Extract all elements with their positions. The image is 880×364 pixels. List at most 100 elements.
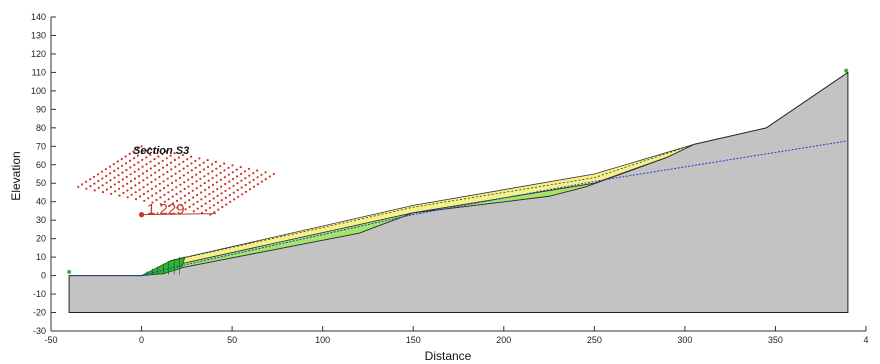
grid-point [173, 152, 176, 155]
grid-point [145, 156, 148, 159]
grid-point [128, 152, 131, 155]
grid-point [93, 189, 96, 192]
water-table-line [69, 140, 848, 277]
y-tick-label: 50 [36, 178, 46, 188]
grid-point [192, 203, 195, 206]
grid-point [232, 191, 235, 194]
grid-point [157, 162, 160, 165]
grid-point [179, 190, 182, 193]
grid-point [208, 193, 211, 196]
grid-point [140, 152, 143, 155]
grid-point [121, 164, 124, 167]
grid-point [252, 172, 255, 175]
grid-point [183, 194, 186, 197]
grid-point [204, 202, 207, 205]
grid-point [132, 150, 135, 153]
grid-point [140, 145, 143, 148]
grid-point [260, 180, 263, 183]
grid-point [178, 170, 181, 173]
grid-point [170, 175, 173, 178]
grid-point [145, 169, 148, 173]
x-axis-title: Distance [425, 349, 472, 363]
grid-point [109, 172, 112, 175]
grid-point [236, 175, 239, 178]
x-tick-label: 100 [315, 335, 330, 345]
grid-point [113, 169, 116, 172]
grid-point [200, 191, 203, 194]
bedrock-region [68, 71, 849, 313]
y-tick-label: 120 [31, 49, 46, 59]
grid-point [120, 157, 123, 161]
grid-point [130, 193, 133, 196]
grid-point [244, 190, 248, 193]
grid-point [182, 167, 185, 170]
grid-point [141, 158, 144, 161]
grid-point [190, 155, 193, 158]
grid-point [163, 193, 166, 196]
grid-point [150, 181, 153, 184]
grid-point [173, 158, 176, 162]
grid-point [214, 160, 217, 163]
grid-point [192, 210, 195, 213]
grid-point [220, 192, 223, 195]
grid-point [219, 165, 222, 168]
grid-point [188, 205, 191, 208]
grid-point [165, 157, 168, 160]
grid-point [133, 163, 136, 167]
grid-point [154, 171, 157, 174]
grid-point [89, 178, 92, 181]
grid-point [159, 196, 162, 199]
slip-surface-line [170, 144, 695, 262]
grid-point [128, 159, 132, 162]
grid-point [244, 177, 247, 180]
grid-point [178, 176, 181, 179]
grid-point [241, 193, 244, 196]
grid-point [264, 171, 267, 174]
grid-point [161, 152, 164, 156]
y-tick-label: 100 [31, 86, 46, 96]
grid-point [231, 171, 234, 174]
grid-point [126, 182, 129, 185]
grid-point [105, 181, 108, 184]
grid-point [114, 190, 117, 193]
grid-point [217, 208, 220, 211]
grid-point [134, 191, 137, 194]
grid-point [236, 188, 239, 192]
grid-point [129, 166, 132, 169]
grid-point [268, 175, 271, 178]
grid-point [138, 195, 142, 198]
grid-point [158, 175, 161, 179]
grid-point [206, 159, 209, 162]
grid-point [227, 173, 230, 176]
grid-point [207, 186, 211, 189]
grid-point [229, 200, 232, 203]
annotations: Section S3 1.229 [133, 145, 189, 218]
grid-point [142, 179, 145, 182]
grid-point [146, 183, 149, 186]
grid-point [162, 166, 165, 169]
grid-point [191, 189, 194, 192]
grid-point [101, 177, 104, 180]
x-tick-label: 300 [677, 335, 692, 345]
grid-point [137, 168, 140, 171]
grid-point [212, 190, 215, 193]
grid-point [176, 206, 179, 209]
grid-point [154, 185, 157, 188]
grid-point [108, 165, 111, 168]
grid-point [167, 198, 170, 201]
grid-point [219, 171, 222, 175]
grid-point [243, 170, 247, 173]
grid-point [151, 201, 154, 204]
grid-point [134, 198, 138, 201]
grid-point [198, 157, 201, 160]
grid-point [215, 181, 218, 184]
grid-point [182, 160, 185, 163]
grid-point [211, 176, 214, 180]
grid-point [171, 188, 174, 191]
grid-point [272, 172, 275, 176]
grid-point [157, 148, 160, 151]
y-tick-label: -10 [33, 289, 46, 299]
grid-point [210, 163, 214, 166]
grid-point [175, 199, 179, 202]
grid-point [187, 192, 190, 195]
